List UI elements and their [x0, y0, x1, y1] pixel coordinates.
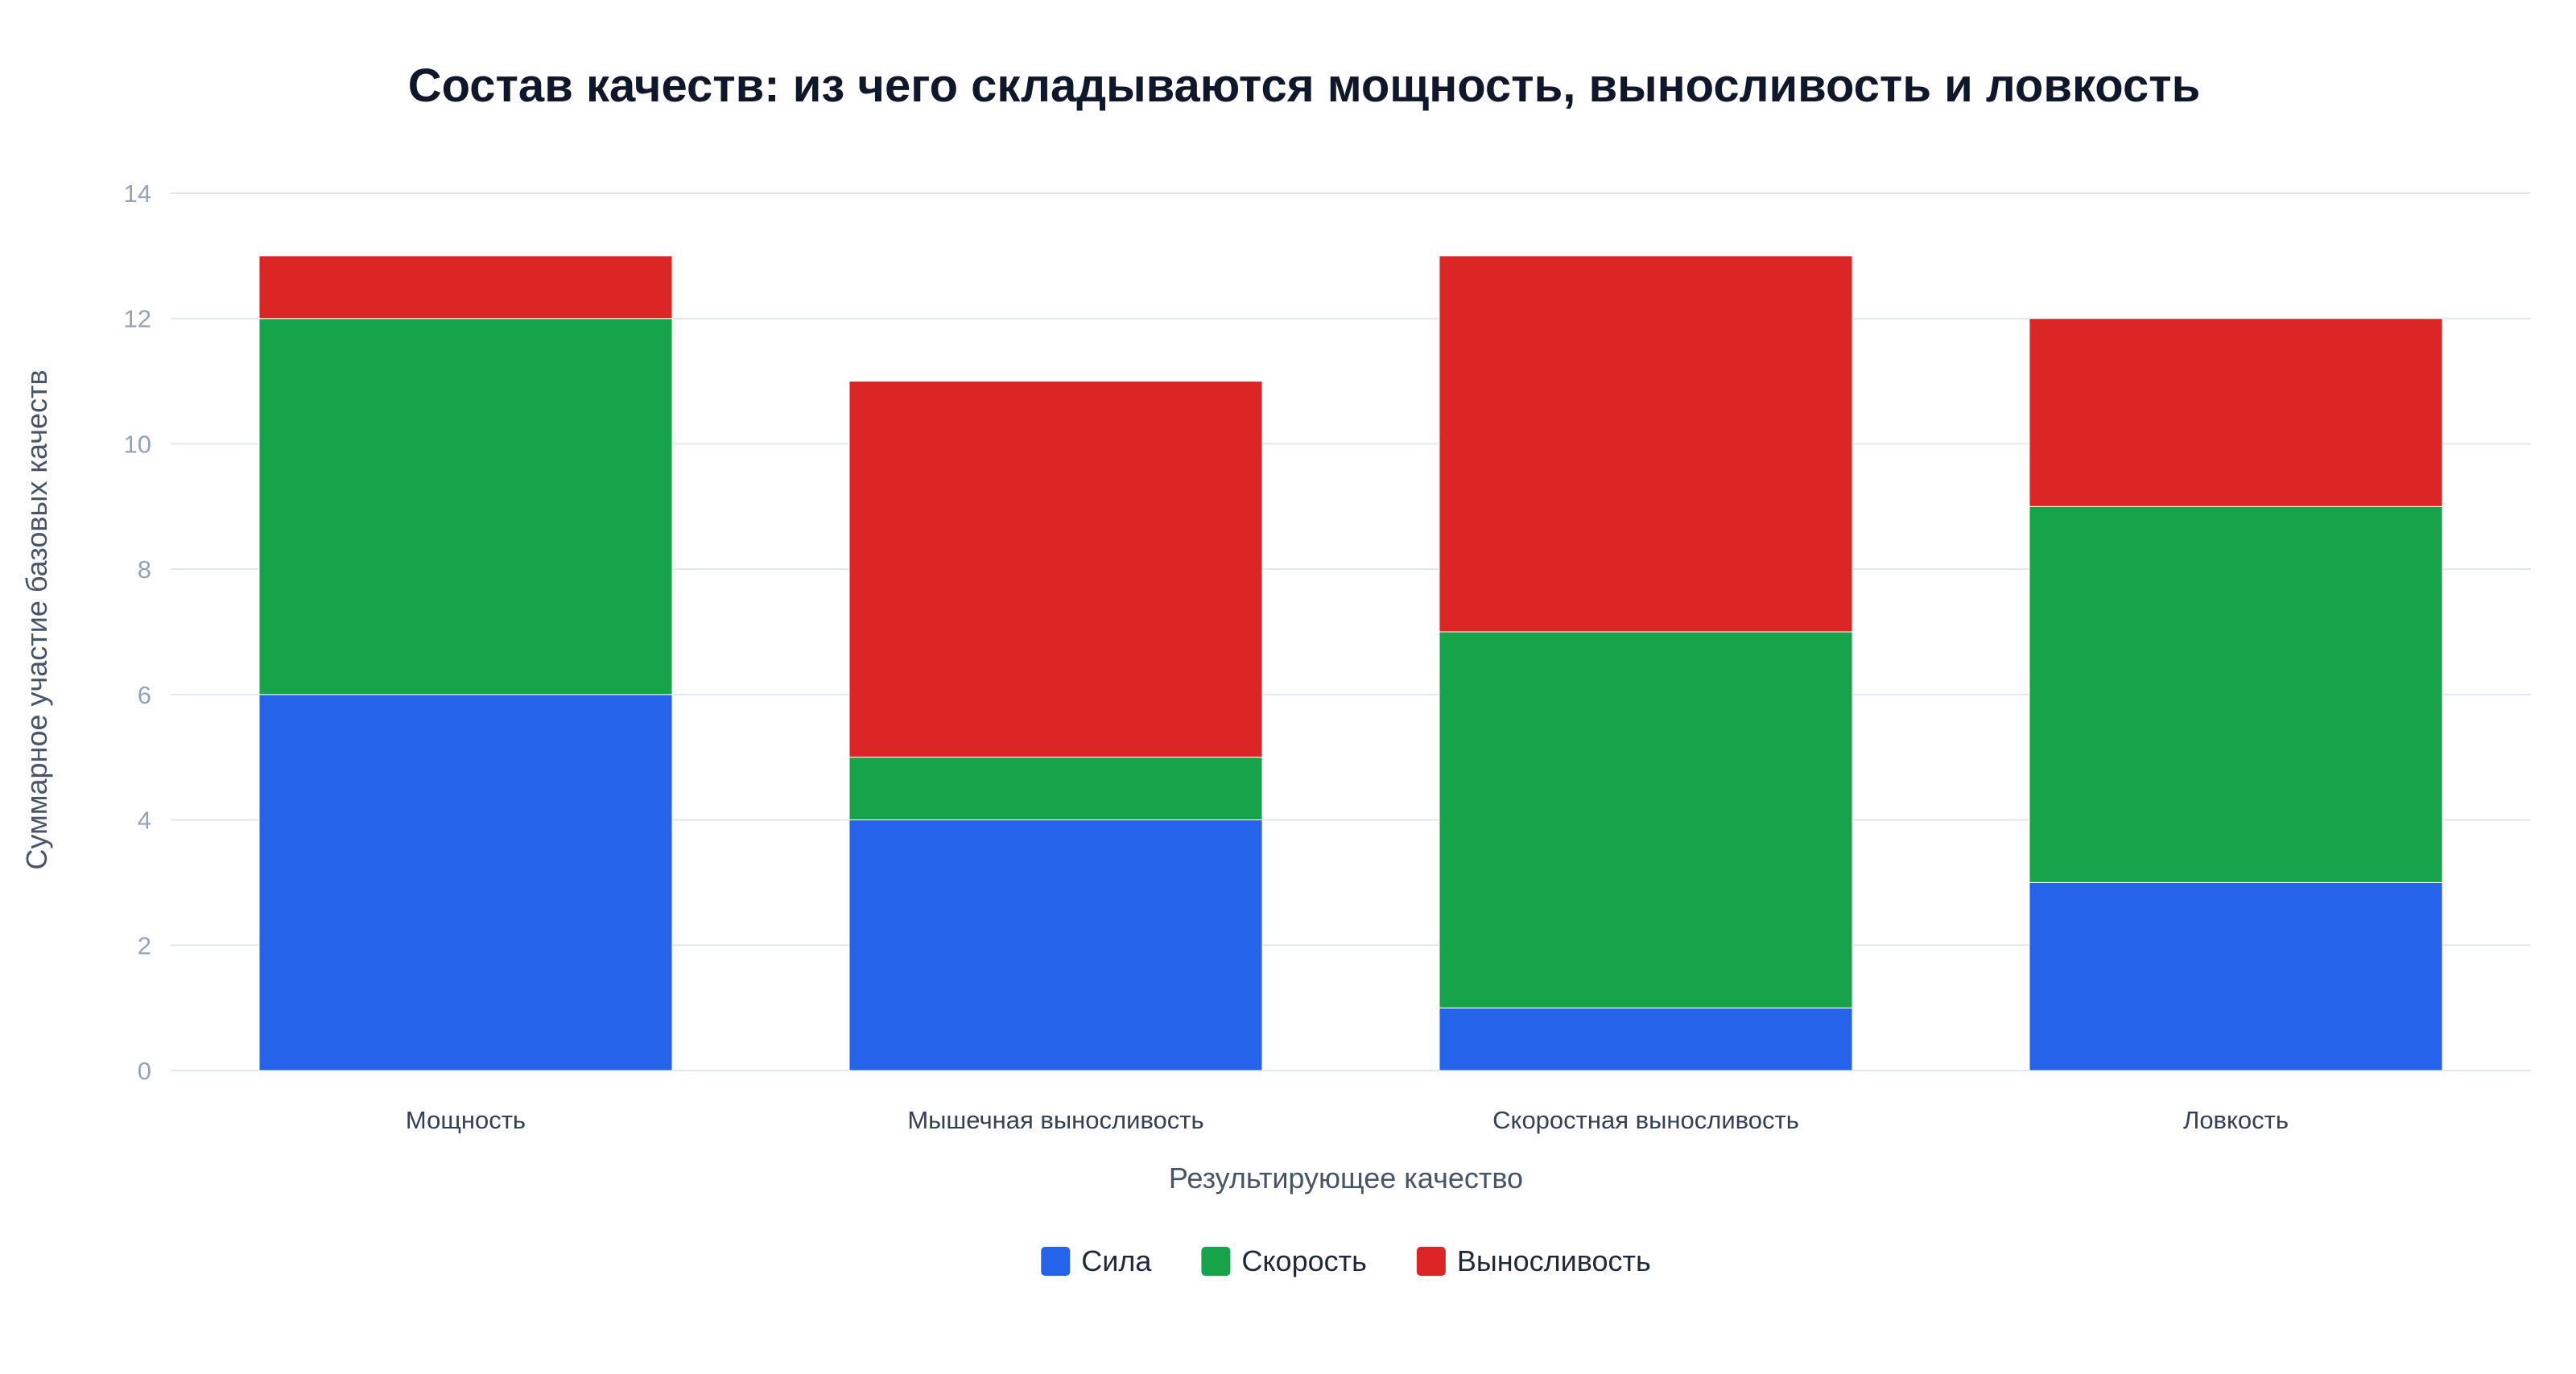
legend-swatch [1416, 1247, 1446, 1276]
x-axis-categories: Мощность Мышечная выносливость Скоростная … [406, 1106, 2289, 1134]
legend-item: Сила [1041, 1244, 1152, 1277]
y-tick-label: 10 [124, 430, 151, 458]
legend: Сила Скорость Выносливость [1041, 1244, 1651, 1277]
x-category-label: Мощность [406, 1106, 526, 1134]
y-tick-label: 12 [124, 305, 151, 333]
legend-label: Сила [1081, 1244, 1152, 1277]
x-axis-title: Результирующее качество [1169, 1162, 1523, 1195]
chart-title: Состав качеств: из чего складываются мощ… [408, 60, 2201, 112]
y-tick-label: 4 [138, 807, 151, 835]
bar-segment [2029, 505, 2443, 883]
legend-label: Скорость [1241, 1244, 1366, 1277]
bar-segment [1439, 1007, 1853, 1071]
y-tick-label: 14 [124, 179, 151, 208]
bar-segment [848, 819, 1263, 1071]
bar-segment [258, 318, 673, 695]
y-axis-title: Суммарное участие базовых качеств [20, 369, 53, 869]
legend-swatch [1201, 1247, 1231, 1276]
y-tick-label: 6 [138, 681, 151, 709]
bar-segment [2029, 881, 2443, 1071]
bar-segment [258, 255, 673, 320]
legend-item: Скорость [1201, 1244, 1367, 1277]
x-category-label: Скоростная выносливость [1492, 1106, 1799, 1134]
y-axis-ticks: 0 2 4 6 8 10 12 14 [124, 179, 151, 1085]
legend-swatch [1041, 1247, 1071, 1276]
bar-segment [848, 757, 1263, 821]
bars [258, 255, 2443, 1071]
legend-item: Выносливость [1416, 1244, 1651, 1277]
y-tick-label: 0 [138, 1057, 151, 1085]
legend-label: Выносливость [1457, 1244, 1651, 1277]
bar-segment [1439, 255, 1853, 633]
bar-segment [848, 381, 1263, 758]
y-tick-label: 2 [138, 931, 151, 959]
y-tick-label: 8 [138, 555, 151, 584]
bar-segment [1439, 631, 1853, 1009]
x-category-label: Мышечная выносливость [907, 1106, 1203, 1134]
x-category-label: Ловкость [2183, 1106, 2289, 1134]
bar-segment [258, 694, 673, 1071]
bar-segment [2029, 318, 2443, 507]
